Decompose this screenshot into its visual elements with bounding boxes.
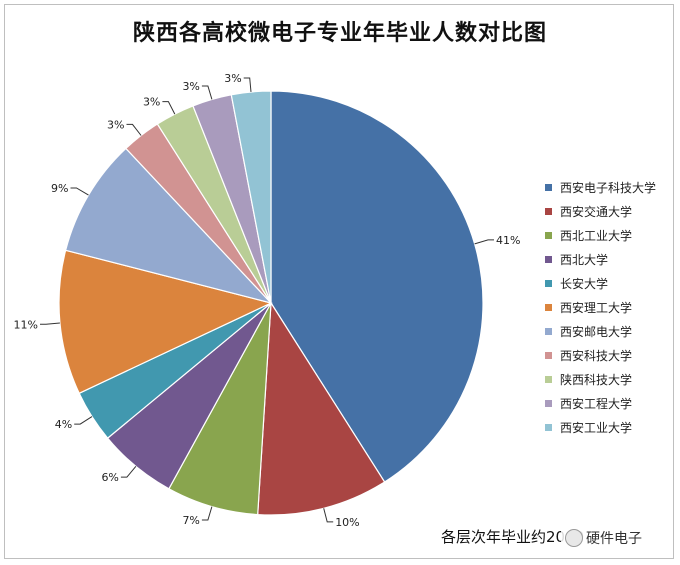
- legend-item: 西安工业大学: [545, 415, 675, 439]
- pie-slice: [64, 147, 273, 305]
- legend-swatch: [545, 375, 552, 383]
- chart-frame: 陕西各高校微电子专业年毕业人数对比图 41% 10% 7% 6% 4% 11% 9% 3% 3%…: [4, 4, 674, 559]
- legend-swatch: [545, 303, 552, 311]
- leader-line: [126, 123, 142, 136]
- legend-item: 西安科技大学: [545, 343, 675, 367]
- legend-swatch: [545, 399, 552, 407]
- data-label: 4%: [55, 418, 72, 431]
- legend-swatch: [545, 351, 552, 359]
- legend-label: 西安电子科技大学: [560, 180, 657, 195]
- wechat-logo-icon: [565, 529, 583, 547]
- legend-item: 西安交通大学: [545, 199, 675, 223]
- legend-item: 西北大学: [545, 247, 675, 271]
- legend-label: 西安工程大学: [560, 396, 633, 411]
- legend: 西安电子科技大学 西安交通大学 西北工业大学 西北大学长安大学西安理工大学 西安邮电大学…: [545, 175, 675, 439]
- data-label: 3%: [107, 118, 124, 131]
- pie-slice: [257, 301, 386, 516]
- leader-line: [70, 187, 89, 196]
- legend-label: 西安理工大学: [560, 300, 633, 315]
- watermark: 硬件电子: [561, 527, 646, 549]
- legend-label: 西安邮电大学: [560, 324, 633, 339]
- leader-line: [201, 506, 213, 521]
- chart-title: 陕西各高校微电子专业年毕业人数对比图: [132, 21, 547, 46]
- legend-label: 西安工业大学: [560, 420, 633, 435]
- data-label: 11%: [14, 318, 38, 331]
- leader-line: [201, 85, 213, 100]
- data-label: 10%: [335, 516, 359, 529]
- legend-item: 西安电子科技大学: [545, 175, 675, 199]
- pie-slice: [58, 249, 273, 395]
- legend-swatch: [545, 231, 552, 239]
- legend-swatch: [545, 423, 552, 431]
- watermark-text: 硬件电子: [586, 531, 642, 547]
- leader-line: [40, 322, 60, 325]
- legend-swatch: [545, 327, 552, 335]
- legend-label: 西北大学: [560, 252, 609, 267]
- legend-item: 西安工程大学: [545, 391, 675, 415]
- legend-swatch: [545, 183, 552, 191]
- data-label: 6%: [101, 471, 118, 484]
- legend-item: 西安理工大学: [545, 295, 675, 319]
- data-label: 41%: [496, 234, 520, 247]
- chart-annotation: 各层次年毕业约2000: [441, 528, 585, 546]
- leader-line: [474, 239, 494, 245]
- legend-label: 西北工业大学: [560, 228, 633, 243]
- legend-label: 西安交通大学: [560, 204, 633, 219]
- legend-item: 西安邮电大学: [545, 319, 675, 343]
- data-label: 3%: [182, 80, 199, 93]
- legend-label: 长安大学: [560, 276, 609, 291]
- leader-line: [120, 465, 137, 478]
- leader-line: [74, 416, 93, 425]
- data-label: 9%: [51, 182, 68, 195]
- legend-label: 西安科技大学: [560, 348, 633, 363]
- data-label: 7%: [182, 514, 199, 527]
- leader-line: [323, 508, 334, 523]
- data-label: 3%: [143, 96, 160, 109]
- leader-line: [243, 77, 252, 92]
- pie-slice: [230, 90, 272, 304]
- data-label: 3%: [224, 72, 241, 85]
- legend-item: 陕西科技大学: [545, 367, 675, 391]
- legend-item: 长安大学: [545, 271, 675, 295]
- legend-item: 西北工业大学: [545, 223, 675, 247]
- legend-swatch: [545, 207, 552, 215]
- legend-swatch: [545, 255, 552, 263]
- leader-line: [162, 101, 176, 115]
- legend-label: 陕西科技大学: [560, 372, 633, 387]
- legend-swatch: [545, 279, 552, 287]
- pie-chart: 41% 10% 7% 6% 4% 11% 9% 3% 3% 3% 3%: [14, 72, 521, 529]
